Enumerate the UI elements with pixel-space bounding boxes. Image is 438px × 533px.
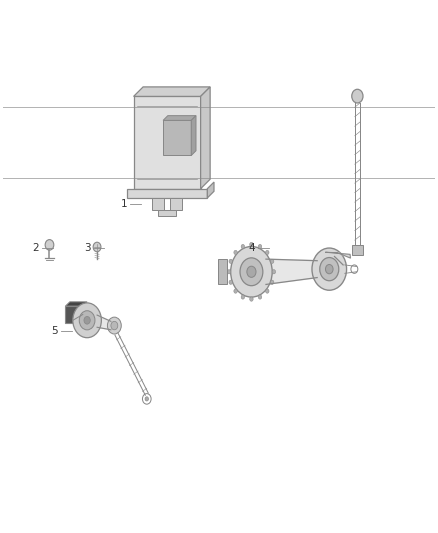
Circle shape [270,259,274,263]
Polygon shape [66,302,87,306]
Circle shape [107,317,121,334]
Circle shape [320,257,339,281]
Polygon shape [158,210,176,216]
Circle shape [111,321,118,330]
Bar [66,306,83,323]
Circle shape [234,251,237,255]
Circle shape [241,245,244,248]
Polygon shape [191,116,196,156]
Polygon shape [127,189,207,198]
Polygon shape [201,87,210,189]
Circle shape [270,280,274,284]
Polygon shape [207,182,214,198]
Circle shape [352,90,363,103]
Circle shape [258,245,262,248]
Circle shape [229,280,233,284]
Circle shape [265,289,269,293]
Polygon shape [95,315,112,330]
Bar [352,245,363,255]
Polygon shape [152,198,164,210]
Circle shape [240,258,263,286]
Circle shape [231,246,272,297]
Circle shape [312,248,346,290]
Bar [218,259,226,285]
Text: 2: 2 [32,243,39,253]
Polygon shape [134,96,201,189]
Circle shape [45,240,54,250]
Text: 3: 3 [84,243,90,253]
Circle shape [258,295,262,299]
Polygon shape [163,116,196,120]
Circle shape [351,265,358,273]
Circle shape [250,297,253,301]
Circle shape [73,303,101,338]
Circle shape [272,270,276,274]
Circle shape [247,266,256,277]
Circle shape [250,243,253,247]
Circle shape [229,259,233,263]
Polygon shape [264,259,319,285]
Polygon shape [170,198,182,210]
Text: 4: 4 [248,243,255,253]
Circle shape [79,311,95,330]
Polygon shape [134,87,210,96]
Polygon shape [326,252,350,258]
Text: 5: 5 [51,326,58,336]
Circle shape [265,251,269,255]
Circle shape [241,295,244,299]
Circle shape [93,242,101,252]
Polygon shape [163,120,191,156]
Circle shape [84,317,90,324]
Circle shape [325,264,333,274]
Circle shape [234,289,237,293]
Circle shape [142,393,151,404]
Circle shape [227,270,231,274]
Text: 1: 1 [120,199,127,209]
Circle shape [145,397,148,401]
